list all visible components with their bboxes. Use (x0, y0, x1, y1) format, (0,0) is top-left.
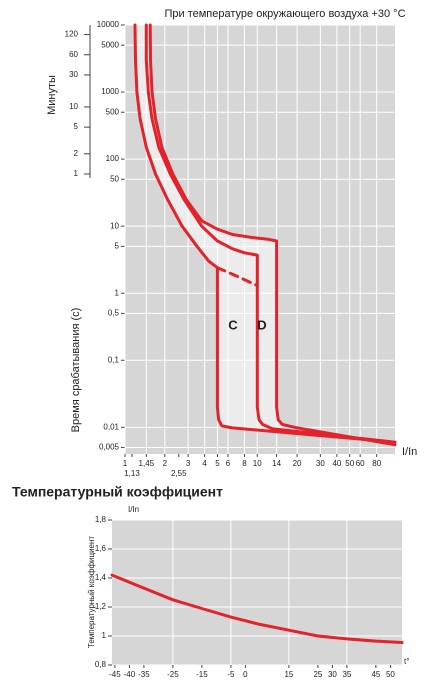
x-axis-title: t° (404, 657, 409, 666)
y-tick-label: 0,01 (103, 422, 119, 431)
x-tick-label: -5 (227, 670, 235, 679)
y-tick-label: 0,8 (95, 660, 107, 669)
y-tick-label: 0,005 (99, 443, 120, 452)
curve (144, 23, 397, 444)
x-tick-label: 20 (293, 459, 302, 468)
y-tick-label: 1,8 (95, 515, 107, 524)
curve (133, 23, 397, 444)
x-tick-label: 50 (386, 670, 395, 679)
x-tick-label: 80 (372, 459, 381, 468)
x-tick-label: -15 (196, 670, 208, 679)
y-unit: I/In (128, 505, 139, 514)
y-tick-label: 0,5 (108, 309, 120, 318)
x-tick-label: 1,13 (124, 469, 140, 478)
x-tick-label: 1,45 (139, 459, 155, 468)
x-tick-label: 6 (226, 459, 231, 468)
y-axis-title: Время срабатывания (с) (70, 308, 82, 433)
x-tick-label: -45 (109, 670, 121, 679)
y2-tick-label: 1 (74, 169, 79, 178)
y2-tick-label: 10 (69, 102, 78, 111)
trip-zone (134, 25, 395, 445)
x-tick-label: 40 (332, 459, 341, 468)
x-tick-label: 1 (123, 459, 128, 468)
y-tick-label: 1,2 (95, 602, 107, 611)
x-tick-label: -40 (124, 670, 136, 679)
x-tick-label: 15 (284, 670, 293, 679)
chart-title: Температурный коэффициент (12, 484, 223, 500)
y2-axis-title: Минуты (46, 75, 58, 115)
y2-tick-label: 120 (65, 30, 79, 39)
x-tick-label: 3 (186, 459, 191, 468)
x-tick-label: 0 (243, 670, 248, 679)
x-axis-title: I/In (402, 446, 417, 458)
y-tick-label: 10000 (97, 20, 120, 29)
x-tick-label: 60 (356, 459, 365, 468)
y-tick-label: 100 (106, 154, 120, 163)
chart-title: При температуре окружающего воздуха +30 … (164, 8, 405, 20)
x-tick-label: 30 (328, 670, 337, 679)
x-tick-label: 2,55 (171, 469, 187, 478)
x-tick-label: 50 (345, 459, 354, 468)
y-tick-label: 1 (115, 288, 120, 297)
y-tick-label: 1,4 (95, 573, 107, 582)
x-tick-label: 25 (313, 670, 322, 679)
x-tick-label: 35 (342, 670, 351, 679)
x-tick-label: -25 (167, 670, 179, 679)
y-tick-label: 50 (110, 174, 119, 183)
y-tick-label: 1,6 (95, 544, 107, 553)
y-tick-label: 1 (102, 631, 107, 640)
y-tick-label: 5000 (101, 40, 119, 49)
curve-label: C (228, 317, 238, 332)
y-tick-label: 5 (115, 241, 120, 250)
y-tick-label: 0,1 (108, 355, 120, 364)
curve (215, 266, 259, 288)
x-tick-label: 10 (253, 459, 262, 468)
y2-tick-label: 30 (69, 70, 78, 79)
x-tick-label: 5 (215, 459, 220, 468)
x-tick-label: 14 (272, 459, 281, 468)
curve (110, 573, 404, 644)
y2-tick-label: 2 (74, 149, 79, 158)
x-tick-label: 8 (242, 459, 247, 468)
curve (148, 23, 397, 447)
y-tick-label: 10 (110, 221, 119, 230)
y-tick-label: 500 (106, 107, 120, 116)
x-tick-label: 4 (202, 459, 207, 468)
x-tick-label: 45 (371, 670, 380, 679)
x-tick-label: -35 (138, 670, 150, 679)
y-tick-label: 1000 (101, 87, 119, 96)
y2-tick-label: 5 (74, 122, 79, 131)
x-tick-label: 30 (316, 459, 325, 468)
curve-label: D (257, 317, 266, 332)
y2-tick-label: 60 (69, 50, 78, 59)
y-axis-title: Температурный коэффициент (87, 536, 96, 649)
x-tick-label: 2 (163, 459, 168, 468)
